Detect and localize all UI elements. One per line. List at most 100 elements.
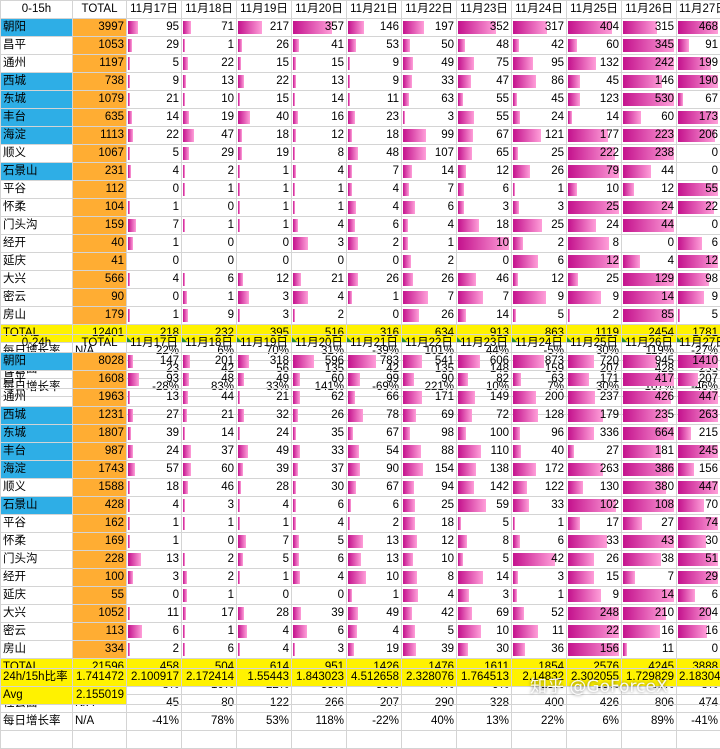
- day-value: 15: [331, 57, 344, 69]
- data-bar: [403, 409, 416, 422]
- day-value: 0: [228, 535, 234, 547]
- day-value-cell: 11: [347, 91, 402, 109]
- day-value: 30: [331, 481, 344, 493]
- day-value: 22: [705, 201, 718, 213]
- day-value: 238: [655, 147, 674, 159]
- day-value-cell: 6: [402, 199, 457, 217]
- day-value-cell: 99: [402, 127, 457, 145]
- district-total: 566: [73, 271, 127, 289]
- data-bar: [403, 273, 413, 286]
- day-value: 3: [283, 291, 289, 303]
- data-bar: [128, 643, 130, 656]
- data-bar: [458, 499, 486, 512]
- data-bar: [238, 553, 243, 566]
- data-bar: [293, 463, 298, 476]
- day-value: 54: [386, 445, 399, 457]
- empty-cell: [457, 731, 512, 749]
- data-bar: [568, 355, 594, 368]
- day-value-cell: 60: [567, 37, 622, 55]
- day-value: 7: [503, 291, 509, 303]
- day-value: 9: [228, 309, 234, 321]
- day-value: 52: [551, 607, 564, 619]
- day-value: 14: [496, 571, 509, 583]
- day-value: 13: [166, 553, 179, 565]
- district-total: 3997: [73, 19, 127, 37]
- data-bar: [403, 517, 415, 530]
- day-value: 263: [699, 409, 718, 421]
- day-value-cell: 60: [292, 371, 347, 389]
- data-bar: [403, 201, 415, 214]
- day-value-cell: 43: [622, 533, 677, 551]
- stat-value: 118%: [292, 713, 347, 731]
- day-value: 1: [173, 309, 179, 321]
- data-bar: [458, 309, 466, 322]
- data-bar: [623, 625, 660, 638]
- data-bar: [513, 255, 538, 268]
- day-value-cell: 0: [182, 235, 237, 253]
- data-bar: [458, 75, 471, 88]
- day-value: 41: [331, 39, 344, 51]
- day-value: 21: [331, 273, 344, 285]
- day-value-cell: 4: [402, 217, 457, 235]
- day-value-cell: 5: [457, 515, 512, 533]
- date-header: 11月26日: [622, 1, 677, 19]
- day-value: 3: [338, 237, 344, 249]
- day-value-cell: 336: [567, 425, 622, 443]
- day-value-cell: 14: [182, 425, 237, 443]
- data-bar: [623, 165, 651, 178]
- day-value-cell: 90: [347, 461, 402, 479]
- day-value: 33: [606, 535, 619, 547]
- day-value: 107: [435, 147, 454, 159]
- day-value-cell: 18: [402, 515, 457, 533]
- data-bar: [458, 535, 467, 548]
- data-bar: [458, 391, 475, 404]
- day-value-cell: 96: [512, 425, 567, 443]
- date-header: 11月21日: [347, 1, 402, 19]
- day-value: 67: [705, 93, 718, 105]
- day-value-cell: 14: [292, 91, 347, 109]
- day-value: 783: [380, 355, 399, 367]
- data-bar: [568, 93, 580, 106]
- day-value-cell: 69: [402, 407, 457, 425]
- day-value: 36: [551, 643, 564, 655]
- day-value: 45: [551, 93, 564, 105]
- day-value: 48: [386, 147, 399, 159]
- day-value: 530: [655, 93, 674, 105]
- day-value-cell: 14: [127, 109, 182, 127]
- day-value: 12: [276, 273, 289, 285]
- data-bar: [458, 111, 474, 124]
- day-value: 25: [606, 273, 619, 285]
- day-value-cell: 15: [237, 55, 292, 73]
- day-value: 9: [613, 589, 619, 601]
- data-bar: [458, 625, 481, 638]
- day-value: 35: [331, 427, 344, 439]
- district-name: 朝阳: [1, 19, 73, 37]
- day-value: 8: [448, 571, 454, 583]
- day-value: 7: [448, 291, 454, 303]
- day-value-cell: 38: [622, 551, 677, 569]
- day-value-cell: 69: [457, 605, 512, 623]
- day-value: 237: [600, 391, 619, 403]
- day-value-cell: 4: [237, 497, 292, 515]
- data-bar: [678, 39, 689, 52]
- data-bar: [293, 309, 295, 322]
- day-value-cell: 22: [237, 73, 292, 91]
- data-bar: [128, 571, 133, 584]
- date-header: 11月18日: [182, 335, 237, 353]
- day-value: 6: [558, 255, 564, 267]
- day-value: 0: [503, 255, 509, 267]
- data-bar: [238, 643, 240, 656]
- day-value-cell: 190: [677, 73, 720, 91]
- data-bar: [293, 39, 299, 52]
- data-bar: [458, 553, 463, 566]
- day-value: 138: [490, 463, 509, 475]
- day-value: 171: [600, 373, 619, 385]
- day-value-cell: 108: [622, 497, 677, 515]
- data-bar: [403, 391, 422, 404]
- day-value: 4: [283, 643, 289, 655]
- day-value-cell: 14: [457, 569, 512, 587]
- ratio-value: 1.764513: [457, 669, 512, 687]
- day-value: 75: [496, 57, 509, 69]
